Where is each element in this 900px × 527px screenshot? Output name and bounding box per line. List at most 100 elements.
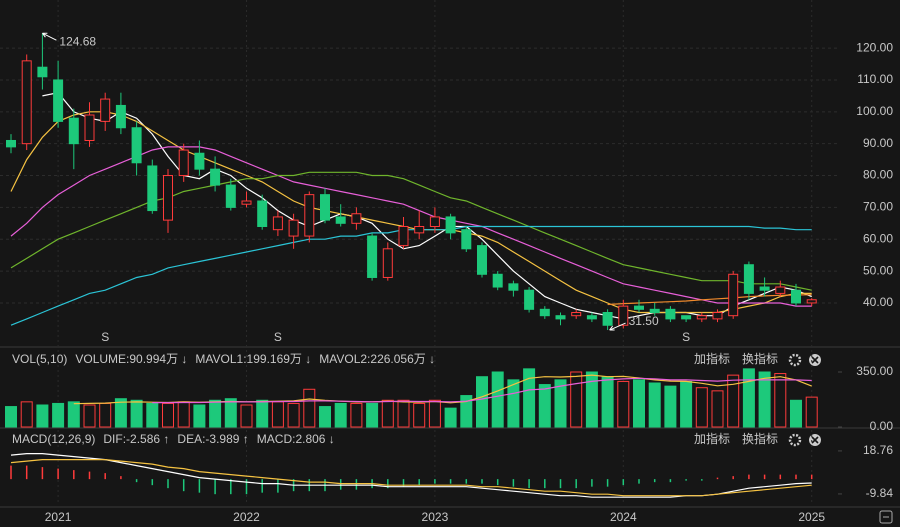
layout-icon[interactable] (879, 510, 893, 524)
macd-bar (230, 479, 232, 495)
y-tick-label: 40.00 (863, 295, 893, 309)
x-tick-label: 2022 (233, 510, 260, 524)
volume-bar (428, 399, 441, 428)
x-tick-label: 2021 (45, 510, 72, 524)
macd-bar (732, 476, 734, 480)
macd-bar (716, 477, 719, 480)
signal-label: S (274, 330, 282, 344)
y-tick-label: 120.00 (856, 40, 893, 54)
candle-body (634, 305, 644, 310)
y-tick-label: 0.00 (870, 419, 894, 433)
candle-body (524, 289, 535, 310)
volume-bar (99, 402, 112, 428)
volume-bar (224, 398, 237, 428)
macd-bar (559, 479, 562, 489)
macd-bar (496, 479, 499, 486)
macd-bar (88, 471, 91, 480)
signal-label: S (101, 330, 109, 344)
volume-bar (538, 384, 551, 428)
indicator-line (10, 453, 812, 498)
legend-entry: MAVOL2:226.056万 ↓ (319, 352, 435, 366)
volume-bar (413, 402, 426, 428)
volume-bar (20, 401, 33, 428)
legend-entry: DEA:-3.989 ↑ (177, 432, 248, 446)
tool-button[interactable]: 加指标 (694, 351, 730, 366)
indicator-line (10, 459, 812, 497)
volume-bar (397, 399, 410, 428)
volume-bar (36, 404, 49, 428)
volume-bar (570, 371, 583, 428)
candle-body (257, 200, 268, 227)
volume-bar (491, 371, 504, 428)
macd-bar (575, 479, 577, 489)
candle-body (84, 114, 95, 141)
y-tick-label: 50.00 (863, 263, 893, 277)
candle-body (712, 312, 723, 320)
candle-body (147, 165, 158, 212)
volume-bar (319, 406, 331, 428)
volume-bar (727, 374, 740, 428)
macd-bar (591, 479, 593, 487)
close-cross (811, 356, 819, 364)
macd-bar (763, 474, 766, 480)
macd-bar (779, 474, 782, 480)
volume-bar (742, 368, 755, 428)
volume-bar (805, 396, 818, 428)
volume-bar (114, 398, 127, 428)
volume-bar (334, 402, 347, 428)
tool-button[interactable]: 加指标 (694, 431, 730, 446)
candle-body (367, 235, 378, 278)
volume-bar (130, 399, 143, 428)
min-label: 31.50 (629, 314, 659, 328)
macd-bar (622, 479, 625, 486)
signal-label: S (682, 330, 690, 344)
volume-bar (758, 371, 771, 428)
indicator-header: VOL(5,10) (12, 352, 67, 366)
candle-body (115, 104, 126, 129)
settings-icon[interactable] (788, 353, 802, 367)
indicator-line (10, 171, 812, 291)
macd-bar (512, 479, 515, 487)
volume-bar (67, 401, 80, 428)
candle-body (555, 315, 566, 320)
candle-body (429, 216, 440, 227)
volume-bar (554, 379, 567, 428)
volume-bar (271, 401, 284, 428)
volume-bar (240, 404, 253, 428)
candle-body (602, 312, 613, 326)
volume-bar (460, 395, 473, 428)
indicator-line (10, 225, 812, 326)
macd-bar (402, 479, 405, 487)
volume-bar (381, 399, 394, 428)
macd-bar (669, 479, 672, 483)
candle-body (335, 216, 346, 224)
tool-button[interactable]: 换指标 (742, 351, 778, 366)
legend-entry: VOLUME:90.994万 ↓ (75, 352, 187, 366)
candle-body (100, 98, 111, 122)
tool-button[interactable]: 换指标 (742, 431, 778, 446)
candle-body (508, 283, 519, 291)
macd-bar (653, 479, 656, 483)
candle-body (571, 312, 582, 317)
candle-body (163, 175, 173, 221)
candle-body (304, 194, 315, 237)
macd-bar (638, 479, 640, 484)
candle-body (272, 216, 283, 231)
y-tick-label: 60.00 (863, 231, 893, 245)
macd-bar (214, 479, 216, 495)
volume-bar (585, 371, 598, 428)
macd-bar (245, 479, 248, 495)
macd-bar (748, 474, 750, 480)
volume-bar (162, 402, 174, 428)
macd-bar (528, 479, 530, 489)
legend-entry: DIF:-2.586 ↑ (103, 432, 169, 446)
macd-bar (104, 473, 106, 480)
candle-body (53, 79, 64, 122)
macd-bar (120, 476, 122, 480)
macd-bar (387, 479, 389, 489)
y-tick-label: 80.00 (863, 168, 893, 182)
candle-body (806, 299, 817, 304)
y-tick-label: 70.00 (863, 200, 893, 214)
settings-icon[interactable] (788, 433, 802, 447)
min-arrow (609, 322, 626, 331)
